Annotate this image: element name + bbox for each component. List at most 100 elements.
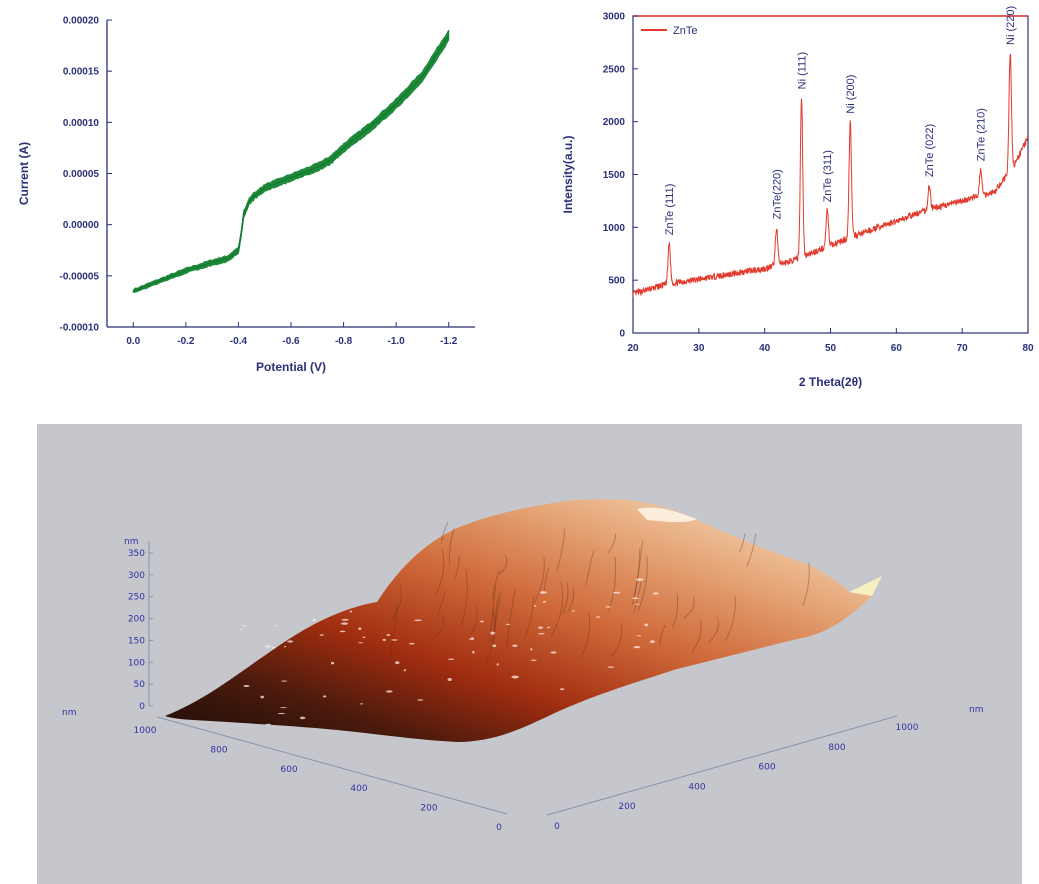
afm-ridge-line: [707, 617, 719, 644]
xrd-peak-label: ZnTe (111): [664, 184, 676, 236]
afm-speckle: [632, 597, 639, 600]
iv-y-axis-label: Current (A): [17, 142, 31, 205]
afm-speckle: [447, 678, 452, 681]
iv-y-tick-label: -0.00010: [60, 323, 100, 334]
afm-panel: nm 0 50 100 150 200 250 300 350 nm nm 1000 800 600 400…: [37, 424, 1022, 884]
afm-speckle: [530, 659, 537, 661]
afm-speckle: [417, 699, 424, 701]
afm-speckle: [539, 591, 547, 594]
iv-chart: -0.00010 -0.00005 0.00000 0.00005 0.00010 0.0…: [17, 16, 475, 374]
afm-speckle: [550, 651, 557, 654]
afm-speckle: [472, 650, 475, 654]
afm-speckle: [274, 625, 278, 627]
afm-speckle: [403, 669, 406, 672]
afm-ridge-line: [448, 527, 455, 565]
xrd-x-tick-label: 70: [957, 343, 969, 354]
afm-speckle: [633, 646, 641, 649]
xrd-y-tick-label: 2000: [603, 117, 626, 128]
iv-series-line: [133, 34, 450, 292]
afm-speckle: [613, 591, 621, 594]
afm-speckle: [277, 712, 286, 715]
afm-ridge-line: [499, 554, 508, 575]
afm-ridge-line: [523, 595, 535, 640]
afm-speckle: [260, 695, 264, 699]
afm-speckle: [480, 620, 484, 623]
afm-speckle: [547, 626, 551, 629]
xrd-y-tick-label: 0: [619, 329, 625, 340]
afm-speckle: [408, 642, 415, 645]
afm-right-tick-label: 1000: [896, 723, 919, 733]
afm-spike-tip: [849, 576, 882, 596]
xrd-y-tick-label: 2500: [603, 64, 626, 75]
afm-speckle: [339, 630, 346, 633]
afm-speckle: [265, 645, 271, 648]
afm-ridge-line: [562, 582, 569, 615]
xrd-peak-label: ZnTe (210): [976, 108, 988, 161]
afm-left-tick-label: 1000: [134, 726, 157, 736]
afm-ridge-line: [556, 528, 566, 572]
xrd-chart: 0 500 1000 1500 2000 2500 3000 20 30 40 50 60 70 80 2 …: [561, 6, 1034, 389]
afm-speckle: [349, 610, 353, 613]
afm-speckle: [530, 648, 533, 651]
afm-ridge-line: [746, 533, 757, 568]
afm-ridge-line: [632, 548, 641, 605]
afm-ridge-line: [724, 595, 736, 642]
afm-speckle: [265, 723, 272, 725]
afm-speckle: [560, 688, 565, 691]
afm-speckle: [391, 639, 398, 641]
afm-ridge-line: [691, 620, 702, 653]
xrd-peak-label: Ni (200): [845, 75, 857, 114]
xrd-x-tick-label: 60: [891, 343, 903, 354]
afm-ridge-line: [607, 533, 617, 554]
afm-ridge-line: [492, 590, 502, 644]
afm-right-tick-label: 800: [828, 743, 845, 753]
xrd-x-tick-label: 20: [627, 343, 639, 354]
xrd-peak-label: Ni (111): [797, 52, 809, 90]
afm-ridge-line: [637, 556, 648, 612]
afm-ridge-line: [567, 587, 575, 613]
iv-y-tick-label: 0.00015: [63, 67, 100, 78]
afm-speckle: [496, 663, 499, 666]
afm-speckle: [470, 637, 474, 640]
xrd-x-tick-label: 40: [759, 343, 771, 354]
xrd-y-axis-label: Intensity(a.u.): [561, 135, 575, 213]
afm-ridge-line: [390, 583, 402, 621]
afm-left-tick-label: 600: [280, 765, 297, 775]
afm-right-axis: [546, 715, 898, 816]
afm-speckle: [357, 642, 364, 644]
afm-speckle: [505, 623, 510, 625]
afm-ridge-line: [492, 570, 500, 600]
afm-speckle: [652, 592, 659, 595]
afm-speckle: [533, 605, 537, 607]
afm-speckle: [312, 618, 316, 622]
afm-peak-highlight: [637, 507, 697, 523]
iv-y-tick-label: -0.00005: [60, 271, 100, 282]
iv-y-tick-label: 0.00000: [63, 220, 100, 231]
afm-speckle: [538, 633, 545, 635]
afm-ridge-line: [633, 540, 644, 598]
afm-ridge-line: [470, 605, 478, 636]
afm-z-tick-label: 0: [139, 702, 145, 712]
afm-ridge-line: [484, 609, 496, 664]
afm-speckle: [490, 631, 495, 635]
afm-z-tick-label: 50: [134, 680, 146, 690]
afm-speckle: [341, 622, 348, 625]
afm-ridge-line: [488, 585, 497, 643]
afm-ridge-line: [802, 562, 810, 606]
afm-speckle: [635, 578, 644, 581]
afm-ridge-line: [672, 593, 679, 629]
afm-speckle: [287, 640, 294, 643]
xrd-peak-label: ZnTe (022): [924, 124, 936, 177]
afm-right-tick-label: 200: [618, 802, 635, 812]
afm-ridge-line: [435, 549, 445, 595]
afm-z-unit: nm: [124, 537, 138, 547]
xrd-x-tick-label: 30: [693, 343, 705, 354]
afm-ridge-line: [434, 615, 445, 638]
xrd-peak-label: ZnTe (311): [822, 150, 834, 202]
afm-speckle: [511, 675, 519, 679]
afm-speckle: [322, 695, 327, 698]
afm-speckle: [319, 634, 324, 636]
xrd-y-tick-label: 500: [608, 276, 625, 287]
xrd-peak-label: Ni (220): [1005, 6, 1017, 45]
afm-speckle: [538, 626, 543, 629]
